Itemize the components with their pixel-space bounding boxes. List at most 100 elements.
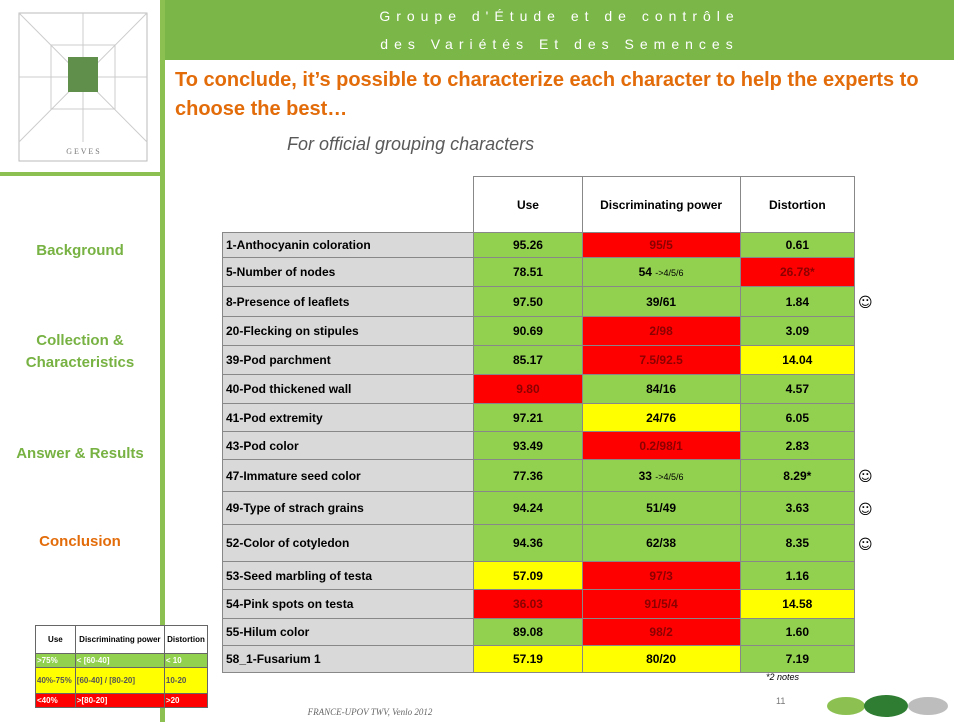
use-cell: 9.80 <box>473 374 583 404</box>
legend-column: Distortion <box>163 625 209 654</box>
legend-row: >75% < [60-40] < 10 <box>35 653 209 668</box>
dp-cell: 97/3 <box>581 561 741 590</box>
header-row: Use Discriminating power Distortion <box>223 176 856 233</box>
dp-value: 95/5 <box>649 238 673 252</box>
dp-cell: 80/20 <box>581 645 741 673</box>
use-cell: 93.49 <box>473 431 583 460</box>
dp-cell: 95/5 <box>581 232 741 258</box>
header-line: Groupe d'Étude et de contrôle <box>379 8 740 24</box>
dp-value: 54 <box>638 265 652 279</box>
dp-cell: 0.2/98/1 <box>581 431 741 460</box>
row: 1-Anthocyanin coloration 95.26 95/5 0.61 <box>221 232 856 258</box>
title: To conclude, it’s possible to characteri… <box>175 69 919 120</box>
dp-cell: 39/61 <box>581 286 741 317</box>
dp-value: 91/5/4 <box>644 597 678 611</box>
legend-cell: 40%-75% <box>35 667 76 694</box>
blank-cell <box>223 177 474 233</box>
column-header: Discriminating power <box>581 176 741 233</box>
use-cell: 97.50 <box>473 286 583 317</box>
smiley: ☺ <box>858 536 873 553</box>
row: 8-Presence of leaflets 97.50 39/61 1.84 <box>221 286 856 317</box>
dp-cell: 84/16 <box>581 374 741 404</box>
dp-cell: 62/38 <box>581 524 741 562</box>
use-cell: 97.21 <box>473 403 583 432</box>
decor-ellipses <box>827 695 948 717</box>
character-name: 49-Type of strach grains <box>221 491 475 525</box>
legend-table: Use Discriminating power Distortion >75% < [… <box>35 625 209 708</box>
distortion-cell: 8.29* <box>739 459 856 492</box>
dp-value: 98/2 <box>649 625 673 639</box>
page-number: 11 <box>776 696 786 706</box>
use-cell: 77.36 <box>473 459 583 492</box>
row: 47-Immature seed color 77.36 33 ->4/5/6 8.2… <box>221 459 856 492</box>
character-name: 43-Pod color <box>221 431 475 460</box>
distortion-cell: 14.04 <box>739 345 856 375</box>
header-line: des Variétés Et des Semences <box>380 36 739 52</box>
column-header: Use <box>473 176 583 233</box>
legend-cell: <40% <box>35 693 76 708</box>
row: 40-Pod thickened wall 9.80 84/16 4.57 <box>221 374 856 404</box>
results-table: Use Discriminating power Distortion 1-Antho… <box>221 176 856 673</box>
row: 55-Hilum color 89.08 98/2 1.60 <box>221 618 856 646</box>
row: 43-Pod color 93.49 0.2/98/1 2.83 <box>221 431 856 460</box>
row: 54-Pink spots on testa 36.03 91/5/4 14.58 <box>221 589 856 619</box>
dp-value: 0.2/98/1 <box>639 438 683 453</box>
row: 41-Pod extremity 97.21 24/76 6.05 <box>221 403 856 432</box>
header-bar: Groupe d'Étude et de contrôle des Variét… <box>165 0 954 60</box>
legend-row: <40% >[80-20] >20 <box>35 693 209 708</box>
use-cell: 57.09 <box>473 561 583 590</box>
character-name: 47-Immature seed color <box>221 459 475 492</box>
dp-cell: 91/5/4 <box>581 589 741 619</box>
dp-cell: 54 ->4/5/6 <box>581 257 741 287</box>
legend-row: 40%-75% [60-40] / [80-20] 10-20 <box>35 667 209 694</box>
dp-note: ->4/5/6 <box>655 471 684 482</box>
character-name: 20-Flecking on stipules <box>221 316 475 346</box>
character-name: 53-Seed marbling of testa <box>221 561 475 590</box>
legend-column: Discriminating power <box>74 625 165 654</box>
dp-value: 80/20 <box>646 652 677 666</box>
dp-value: 7.5/92.5 <box>639 353 683 367</box>
dp-value: 33 <box>638 468 652 483</box>
use-cell: 89.08 <box>473 618 583 646</box>
smiley: ☺ <box>858 295 873 311</box>
use-cell: 57.19 <box>473 645 583 673</box>
distortion-cell: 8.35 <box>739 524 856 562</box>
distortion-cell: 3.63 <box>739 491 856 525</box>
character-name: 39-Pod parchment <box>221 345 475 375</box>
character-name: 58_1-Fusarium 1 <box>221 645 475 673</box>
legend-cell: >[80-20] <box>74 693 165 708</box>
legend-cell: >20 <box>163 693 209 708</box>
dp-note: ->4/5/6 <box>655 268 684 278</box>
use-cell: 36.03 <box>473 589 583 619</box>
distortion-cell: 1.16 <box>739 561 856 590</box>
logo: G E V E S <box>18 12 148 162</box>
dp-value: 39/61 <box>646 294 677 309</box>
row: 53-Seed marbling of testa 57.09 97/3 1.16 <box>221 561 856 590</box>
use-cell: 94.36 <box>473 524 583 562</box>
row: 5-Number of nodes 78.51 54 ->4/5/6 26.78* <box>221 257 856 287</box>
logo-text: G E V E S <box>66 147 100 156</box>
dp-cell: 51/49 <box>581 491 741 525</box>
footer: FRANCE-UPOV TWV, Venlo 2012 <box>307 707 433 717</box>
sidebar-border <box>160 0 165 722</box>
distortion-cell: 3.09 <box>739 316 856 346</box>
legend-cell: >75% <box>35 653 76 668</box>
character-name: 55-Hilum color <box>221 618 475 646</box>
distortion-cell: 4.57 <box>739 374 856 404</box>
row: 39-Pod parchment 85.17 7.5/92.5 14.04 <box>221 345 856 375</box>
character-name: 8-Presence of leaflets <box>221 286 475 317</box>
distortion-cell: 26.78* <box>739 257 856 287</box>
character-name: 40-Pod thickened wall <box>221 374 475 404</box>
dp-value: 62/38 <box>646 536 677 550</box>
row: 58_1-Fusarium 1 57.19 80/20 7.19 <box>221 645 856 673</box>
dp-cell: 7.5/92.5 <box>581 345 741 375</box>
dp-cell: 98/2 <box>581 618 741 646</box>
distortion-cell: 0.61 <box>739 232 856 258</box>
dp-value: 84/16 <box>646 382 677 396</box>
use-cell: 78.51 <box>473 257 583 287</box>
dp-cell: 2/98 <box>581 316 741 346</box>
dp-cell: 24/76 <box>581 403 741 432</box>
legend-cell: < [60-40] <box>74 653 165 668</box>
use-cell: 85.17 <box>473 345 583 375</box>
